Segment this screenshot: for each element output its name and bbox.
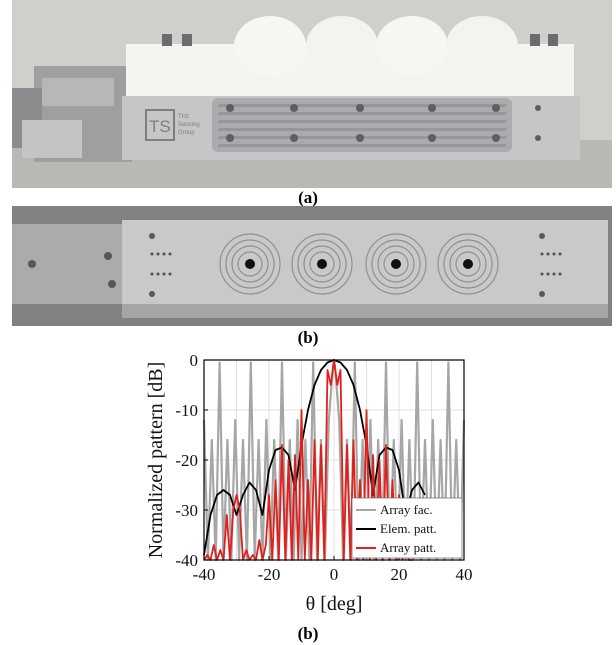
radiation-pattern-chart: -40 -20 0 20 40 0 -10 -20 -30 -40 θ [deg] Normal… (145, 351, 473, 615)
y-axis-label: Normalized pattern [dB] (145, 362, 167, 559)
y-tick-label: -30 (175, 501, 198, 520)
legend-label-array-fac: Array fac. (380, 502, 433, 517)
caption-c: (b) (297, 624, 319, 643)
svg-text:THz: THz (178, 114, 189, 120)
svg-text:TS: TS (149, 117, 171, 136)
photo-lens-array-top-view (12, 206, 612, 326)
legend-label-array-patt: Array patt. (380, 540, 436, 555)
ts-logo: TS THz Sensing Group (145, 109, 200, 141)
x-tick-label: -40 (193, 565, 216, 584)
legend-label-elem-patt: Elem. patt. (380, 521, 437, 536)
y-tick-label: -10 (175, 401, 198, 420)
caption-b: (b) (297, 328, 319, 347)
y-tick-label: -20 (175, 451, 198, 470)
assembly-side-illustration: TS THz Sensing Group (12, 0, 612, 188)
caption-a: (a) (298, 188, 318, 207)
y-tick-label: -40 (175, 551, 198, 570)
x-tick-label: -20 (258, 565, 281, 584)
svg-text:Sensing: Sensing (178, 122, 200, 128)
x-tick-label: 40 (456, 565, 473, 584)
series-line-elem-patt (203, 359, 426, 556)
x-axis-label: θ [deg] (306, 593, 363, 615)
y-tick-labels: 0 -10 -20 -30 -40 (175, 351, 208, 570)
x-tick-label: 0 (330, 565, 339, 584)
lens-array-illustration (12, 206, 612, 326)
photo-assembly-side-view: TS THz Sensing Group (12, 0, 612, 188)
x-tick-label: 20 (391, 565, 408, 584)
x-tick-labels: -40 -20 0 20 40 (193, 556, 473, 584)
y-tick-label: 0 (190, 351, 199, 370)
svg-text:Group: Group (178, 130, 195, 136)
chart-legend: Array fac. Elem. patt. Array patt. (351, 497, 463, 559)
